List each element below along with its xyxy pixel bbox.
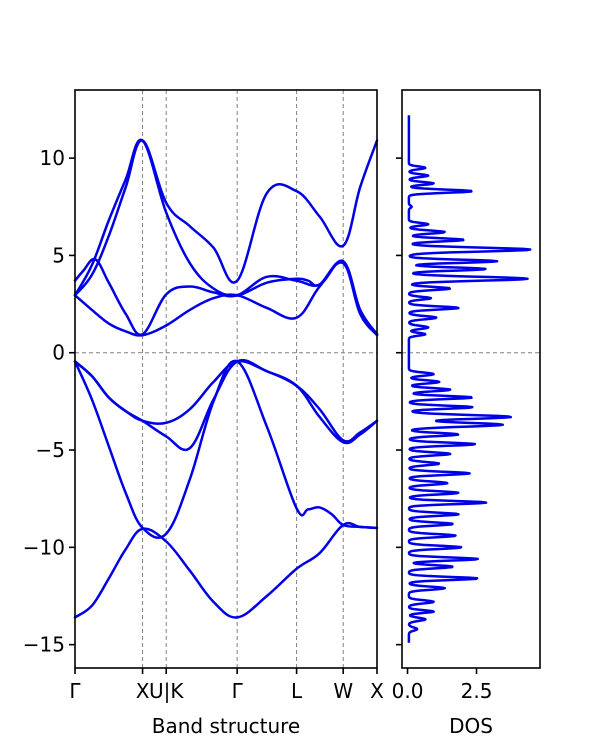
- y-tick-label: 10: [40, 146, 65, 170]
- dos-curve: [407, 114, 532, 644]
- band-grid: [75, 90, 377, 668]
- band-x-axis-label: Band structure: [152, 714, 300, 738]
- dos-x-tick-label: 2.5: [461, 679, 493, 703]
- y-tick-label: −15: [23, 633, 65, 657]
- band-x-ticks: Γ X U|K Γ L W X: [69, 668, 384, 703]
- kpoint-label: W: [333, 679, 353, 703]
- band-line-1: [73, 521, 379, 619]
- band-line-6: [73, 139, 379, 297]
- y-tick-label: 0: [52, 341, 65, 365]
- kpoint-label: X: [370, 679, 384, 703]
- band-line-3: [73, 358, 379, 452]
- y-tick-label: −5: [36, 438, 65, 462]
- kpoint-label: Γ: [232, 679, 244, 703]
- band-frame: [74, 89, 378, 669]
- kpoint-label: U|K: [149, 679, 184, 703]
- kpoint-label: L: [291, 679, 303, 703]
- y-tick-label: 5: [52, 243, 65, 267]
- band-lines: [73, 138, 379, 619]
- band-line-8: [73, 257, 379, 336]
- dos-x-tick-label: 0.0: [392, 679, 424, 703]
- kpoint-label: Γ: [69, 679, 81, 703]
- dos-panel: 0.0 2.5 DOS: [392, 89, 541, 738]
- band-y-ticks: −15 −10 −5 0 5 10: [23, 146, 75, 657]
- band-line-4: [73, 359, 379, 443]
- kpoint-label: X: [136, 679, 150, 703]
- dos-x-axis-label: DOS: [449, 714, 493, 738]
- y-tick-label: −10: [23, 535, 65, 559]
- dos-y-ticks: [396, 157, 402, 646]
- band-line-2: [73, 359, 379, 539]
- dos-frame: [401, 89, 541, 669]
- dos-x-ticks: 0.0 2.5: [392, 668, 493, 703]
